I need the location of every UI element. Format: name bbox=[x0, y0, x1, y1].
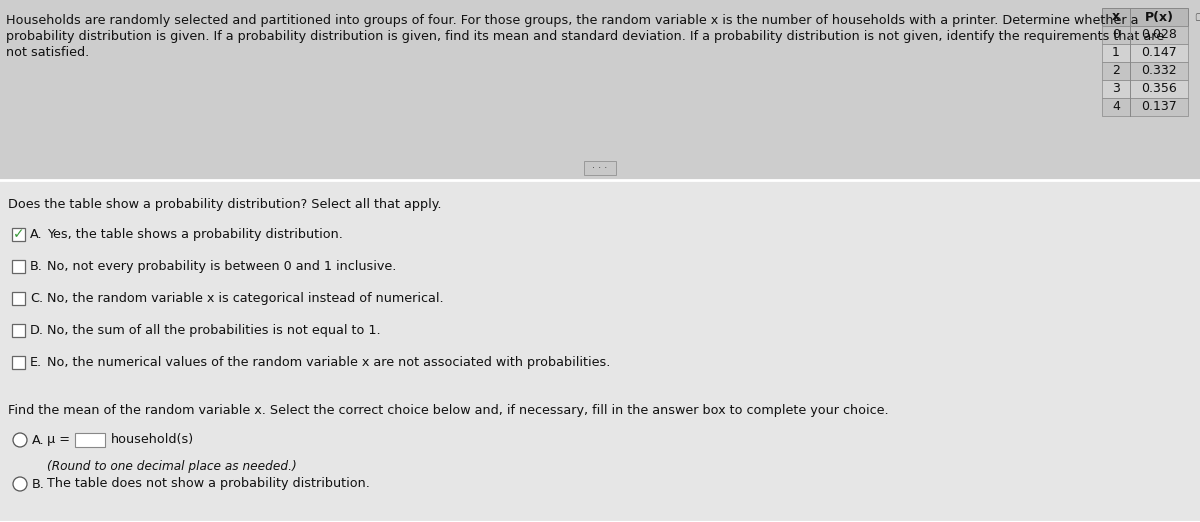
Text: 0.356: 0.356 bbox=[1141, 82, 1177, 96]
Text: P(x): P(x) bbox=[1145, 10, 1174, 23]
Text: C.: C. bbox=[30, 292, 43, 305]
Text: No, not every probability is between 0 and 1 inclusive.: No, not every probability is between 0 a… bbox=[47, 260, 396, 273]
Text: The table does not show a probability distribution.: The table does not show a probability di… bbox=[47, 478, 370, 491]
Bar bbox=[0, 0, 1200, 180]
Bar bbox=[1102, 98, 1188, 116]
Text: 4: 4 bbox=[1112, 101, 1120, 113]
Text: ▢: ▢ bbox=[1194, 12, 1200, 22]
Bar bbox=[12, 260, 25, 273]
Text: B.: B. bbox=[32, 478, 44, 491]
Text: household(s): household(s) bbox=[112, 433, 194, 446]
Text: No, the sum of all the probabilities is not equal to 1.: No, the sum of all the probabilities is … bbox=[47, 324, 380, 337]
Text: μ =: μ = bbox=[47, 433, 70, 446]
Bar bbox=[584, 161, 616, 175]
Bar bbox=[12, 292, 25, 305]
Text: probability distribution is given. If a probability distribution is given, find : probability distribution is given. If a … bbox=[6, 30, 1164, 43]
Text: 3: 3 bbox=[1112, 82, 1120, 96]
Circle shape bbox=[13, 433, 28, 447]
Text: Find the mean of the random variable x. Select the correct choice below and, if : Find the mean of the random variable x. … bbox=[8, 404, 889, 417]
Bar bbox=[1102, 44, 1188, 62]
Text: 0.028: 0.028 bbox=[1141, 29, 1177, 42]
Text: 0.332: 0.332 bbox=[1141, 65, 1177, 77]
Text: (Round to one decimal place as needed.): (Round to one decimal place as needed.) bbox=[47, 460, 296, 473]
Bar bbox=[1102, 80, 1188, 98]
Text: A.: A. bbox=[30, 228, 43, 241]
Bar bbox=[74, 433, 106, 447]
Circle shape bbox=[13, 477, 28, 491]
Text: Does the table show a probability distribution? Select all that apply.: Does the table show a probability distri… bbox=[8, 198, 442, 211]
Bar bbox=[12, 356, 25, 369]
Text: E.: E. bbox=[30, 356, 42, 369]
Text: 0.147: 0.147 bbox=[1141, 46, 1177, 60]
Bar bbox=[1102, 26, 1188, 44]
Text: A.: A. bbox=[32, 433, 44, 446]
Bar bbox=[12, 324, 25, 337]
Text: Households are randomly selected and partitioned into groups of four. For those : Households are randomly selected and par… bbox=[6, 14, 1139, 27]
Text: ✓: ✓ bbox=[13, 228, 24, 242]
Text: 2: 2 bbox=[1112, 65, 1120, 77]
Text: No, the numerical values of the random variable x are not associated with probab: No, the numerical values of the random v… bbox=[47, 356, 611, 369]
Text: No, the random variable x is categorical instead of numerical.: No, the random variable x is categorical… bbox=[47, 292, 444, 305]
Text: · · ·: · · · bbox=[593, 163, 607, 173]
Text: B.: B. bbox=[30, 260, 43, 273]
Text: 0.137: 0.137 bbox=[1141, 101, 1177, 113]
Bar bbox=[0, 180, 1200, 522]
Text: x: x bbox=[1112, 10, 1120, 23]
Bar bbox=[1102, 62, 1188, 80]
Text: 0: 0 bbox=[1112, 29, 1120, 42]
Bar bbox=[12, 228, 25, 241]
Text: 1: 1 bbox=[1112, 46, 1120, 60]
Text: not satisfied.: not satisfied. bbox=[6, 46, 89, 59]
Text: D.: D. bbox=[30, 324, 44, 337]
Text: Yes, the table shows a probability distribution.: Yes, the table shows a probability distr… bbox=[47, 228, 343, 241]
Bar bbox=[1102, 8, 1188, 26]
